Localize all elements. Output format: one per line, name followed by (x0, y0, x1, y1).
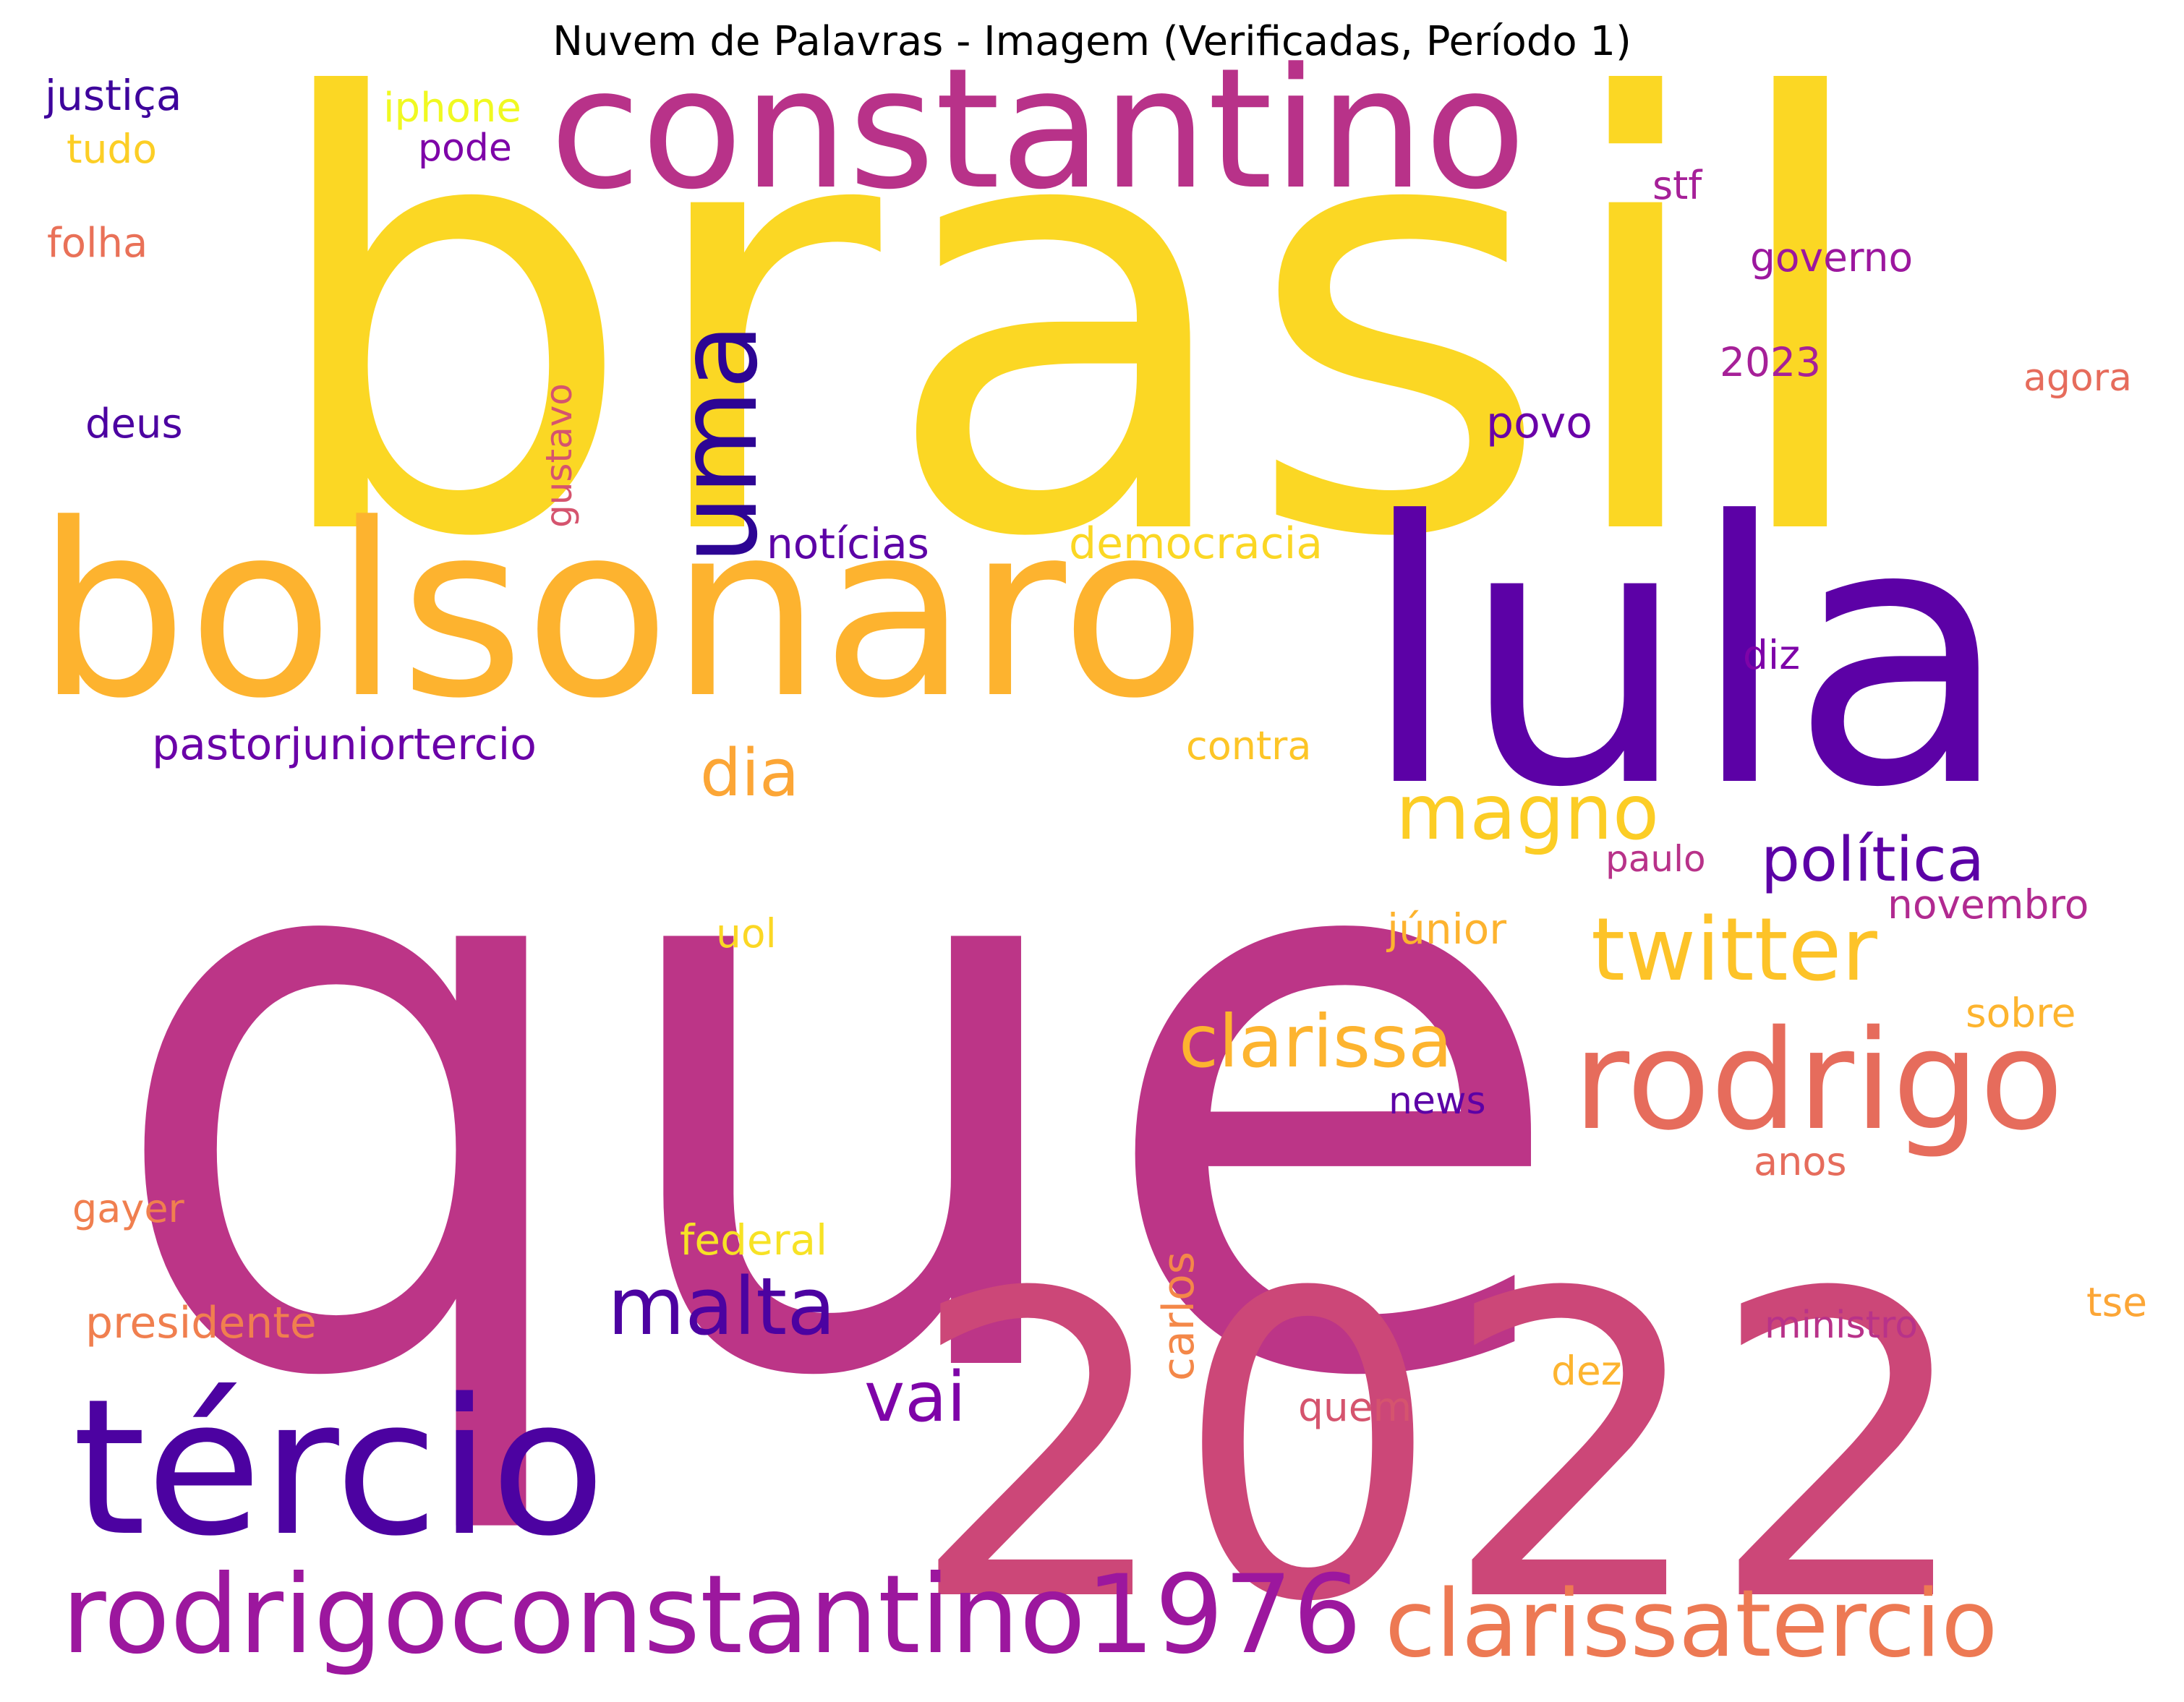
cloud-word: brasil (260, 0, 1882, 667)
cloud-word: contra (1186, 723, 1311, 769)
figure-title: Nuvem de Palavras - Imagem (Verificadas,… (553, 18, 1631, 65)
cloud-word: dia (700, 735, 799, 811)
cloud-word: povo (1486, 398, 1592, 448)
cloud-word: quem (1298, 1384, 1412, 1430)
cloud-word: agora (2023, 356, 2132, 400)
cloud-word: federal (680, 1215, 827, 1265)
cloud-word: constantino (550, 33, 1526, 226)
cloud-word: política (1761, 824, 1984, 896)
cloud-word: paulo (1605, 838, 1706, 880)
cloud-word: tudo (67, 126, 157, 172)
cloud-word: diz (1743, 632, 1800, 678)
cloud-word: novembro (1887, 881, 2089, 928)
cloud-word: pode (418, 127, 512, 170)
cloud-word: governo (1750, 234, 1913, 281)
cloud-word: notícias (767, 519, 929, 568)
cloud-word: twitter (1591, 900, 1877, 1001)
cloud-word: pastorjuniortercio (152, 719, 537, 770)
cloud-word: news (1389, 1079, 1486, 1123)
cloud-word: anos (1754, 1139, 1847, 1184)
cloud-word: dez (1551, 1348, 1622, 1394)
cloud-word: sobre (1966, 990, 2076, 1036)
cloud-word: tse (2086, 1279, 2147, 1325)
cloud-word: gayer (72, 1186, 185, 1231)
cloud-word: uma (656, 323, 782, 564)
cloud-word: deus (85, 401, 183, 448)
cloud-word: tércio (72, 1359, 605, 1578)
cloud-word: iphone (383, 85, 521, 132)
cloud-word: que (101, 638, 1573, 1547)
cloud-word: clarissa (1179, 999, 1452, 1084)
cloud-word: carlos (1153, 1252, 1204, 1381)
cloud-word: malta (607, 1260, 836, 1353)
cloud-word: rodrigo (1573, 1001, 2064, 1160)
cloud-word: rodrigoconstantino1976 (61, 1552, 1362, 1678)
cloud-word: júnior (1386, 905, 1506, 954)
cloud-word: justiça (43, 71, 182, 120)
cloud-word: uol (716, 910, 777, 957)
cloud-word: ministro (1765, 1304, 1918, 1347)
cloud-word: magno (1396, 769, 1659, 857)
cloud-word: 2023 (1720, 339, 1821, 385)
cloud-word: bolsonaro (36, 473, 1207, 750)
cloud-word: gustavo (538, 383, 580, 528)
cloud-word: vai (864, 1358, 966, 1437)
cloud-word: clarissatercio (1385, 1570, 1997, 1678)
cloud-word: presidente (85, 1298, 317, 1348)
cloud-word: democracia (1069, 518, 1323, 569)
cloud-word: folha (47, 220, 148, 267)
cloud-word: lula (1360, 445, 2011, 866)
cloud-word: stf (1652, 163, 1703, 208)
cloud-word: 2022 (908, 1205, 1975, 1693)
